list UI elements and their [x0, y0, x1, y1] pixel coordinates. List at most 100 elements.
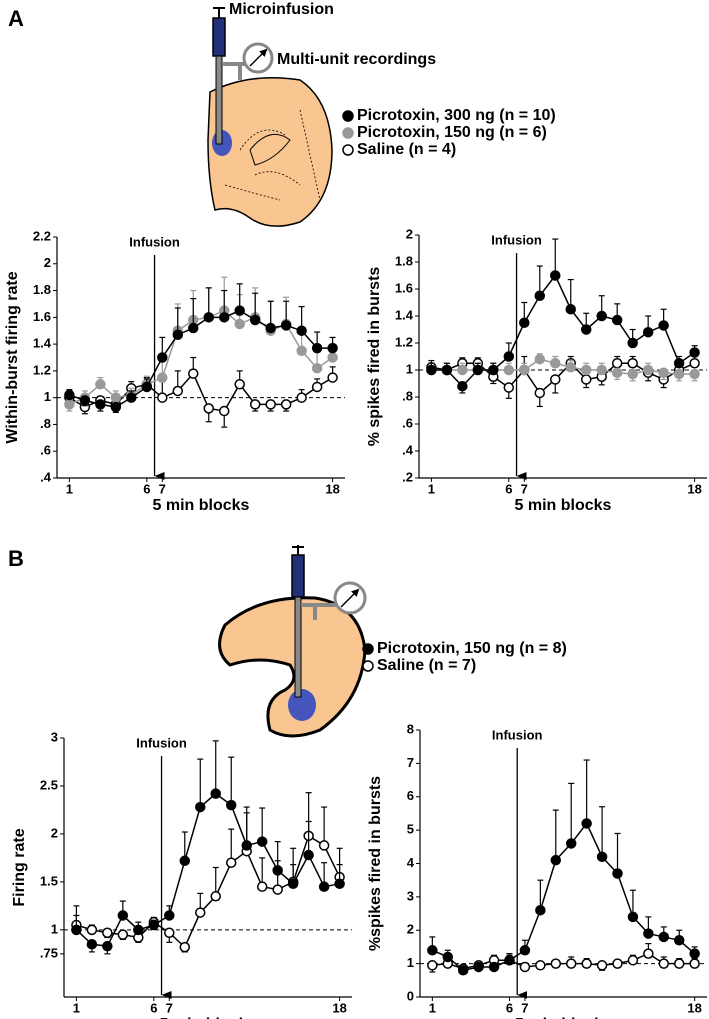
data-point	[102, 940, 113, 952]
data-point	[110, 401, 122, 413]
data-point	[157, 352, 168, 363]
data-point	[327, 352, 338, 363]
data-point	[280, 320, 292, 331]
y-tick-label: 1.8	[395, 253, 413, 268]
data-point	[210, 788, 221, 799]
data-point	[689, 958, 700, 969]
x-tick-label: 6	[506, 1000, 513, 1015]
y-tick-label: 7	[407, 755, 414, 770]
data-point	[86, 924, 98, 936]
y-tick-label: .75	[40, 945, 58, 960]
x-tick-label: 18	[332, 1000, 346, 1015]
data-point	[503, 364, 515, 376]
data-point	[296, 325, 307, 336]
y-tick-label: 2	[44, 255, 51, 270]
data-point	[611, 358, 623, 369]
data-point	[210, 891, 221, 902]
data-point	[272, 865, 283, 876]
data-point	[126, 392, 137, 403]
x-tick-label: 6	[143, 481, 150, 496]
data-point	[627, 911, 639, 923]
y-tick-label: 1	[406, 361, 413, 376]
data-point	[534, 387, 546, 399]
data-point	[179, 941, 191, 953]
data-point	[689, 358, 700, 369]
data-point	[265, 322, 276, 334]
data-point	[249, 399, 261, 410]
y-tick-label: 6	[407, 788, 414, 803]
series-line	[432, 952, 695, 970]
data-point	[318, 881, 330, 892]
y-tick-label: 1.4	[33, 336, 52, 351]
data-point	[441, 364, 453, 376]
y-tick-label: .4	[40, 469, 52, 484]
data-point	[327, 342, 338, 354]
data-point	[596, 851, 608, 863]
data-point	[117, 929, 129, 940]
data-point	[580, 374, 592, 385]
legend-marker	[342, 127, 354, 139]
data-point	[141, 381, 153, 393]
y-tick-label: 3	[407, 888, 414, 903]
data-point	[296, 345, 307, 357]
data-point	[565, 838, 577, 849]
x-tick-label: 18	[325, 481, 339, 496]
data-point	[256, 881, 268, 892]
data-point	[164, 910, 175, 921]
data-point	[457, 380, 468, 392]
y-tick-label: 0	[407, 988, 414, 1003]
data-point	[627, 368, 638, 380]
series-line	[75, 792, 340, 947]
data-point	[627, 337, 638, 349]
x-axis-label: 5 min blocks	[160, 1016, 257, 1019]
x-tick-label: 7	[521, 481, 528, 496]
diagram-label: Microinfusion	[229, 1, 334, 18]
panel-label: B	[8, 546, 24, 571]
legend-marker	[342, 144, 354, 156]
data-point	[225, 799, 237, 811]
data-point	[188, 368, 199, 379]
data-point	[550, 958, 562, 969]
data-point	[565, 958, 577, 969]
y-tick-label: .4	[402, 442, 414, 457]
x-axis-label: 5 min blocks	[515, 1016, 612, 1019]
data-point	[164, 927, 175, 938]
diagram-label: Multi-unit recordings	[277, 51, 436, 68]
data-point	[195, 801, 206, 813]
data-point	[86, 938, 98, 950]
data-point	[442, 951, 454, 963]
data-point	[565, 304, 576, 315]
x-tick-label: 1	[66, 481, 73, 496]
annotation: Infusion	[129, 234, 180, 249]
data-point	[71, 924, 82, 936]
data-point	[303, 849, 314, 861]
data-point	[689, 347, 700, 358]
legend-marker	[342, 110, 354, 122]
data-point	[427, 960, 438, 971]
x-tick-label: 1	[428, 481, 435, 496]
data-point	[689, 948, 700, 959]
data-point	[534, 353, 546, 365]
data-point	[642, 364, 654, 376]
data-point	[95, 399, 106, 410]
data-point	[503, 382, 515, 393]
data-point	[580, 324, 592, 335]
y-tick-label: .8	[40, 416, 51, 431]
y-tick-label: 4	[407, 855, 415, 870]
data-point	[234, 305, 245, 316]
data-point	[503, 351, 515, 362]
data-point	[64, 399, 75, 410]
data-point	[296, 392, 307, 403]
data-point	[110, 392, 122, 403]
data-point	[519, 317, 530, 328]
data-point	[627, 955, 639, 966]
data-point	[172, 385, 184, 397]
legend-marker	[362, 643, 374, 655]
data-point	[550, 854, 562, 866]
data-point	[265, 399, 276, 410]
legend-label: Picrotoxin, 300 ng (n = 10)	[357, 107, 556, 124]
data-point	[179, 855, 191, 867]
y-axis-label: Firing rate	[11, 828, 28, 906]
data-point	[203, 312, 214, 323]
